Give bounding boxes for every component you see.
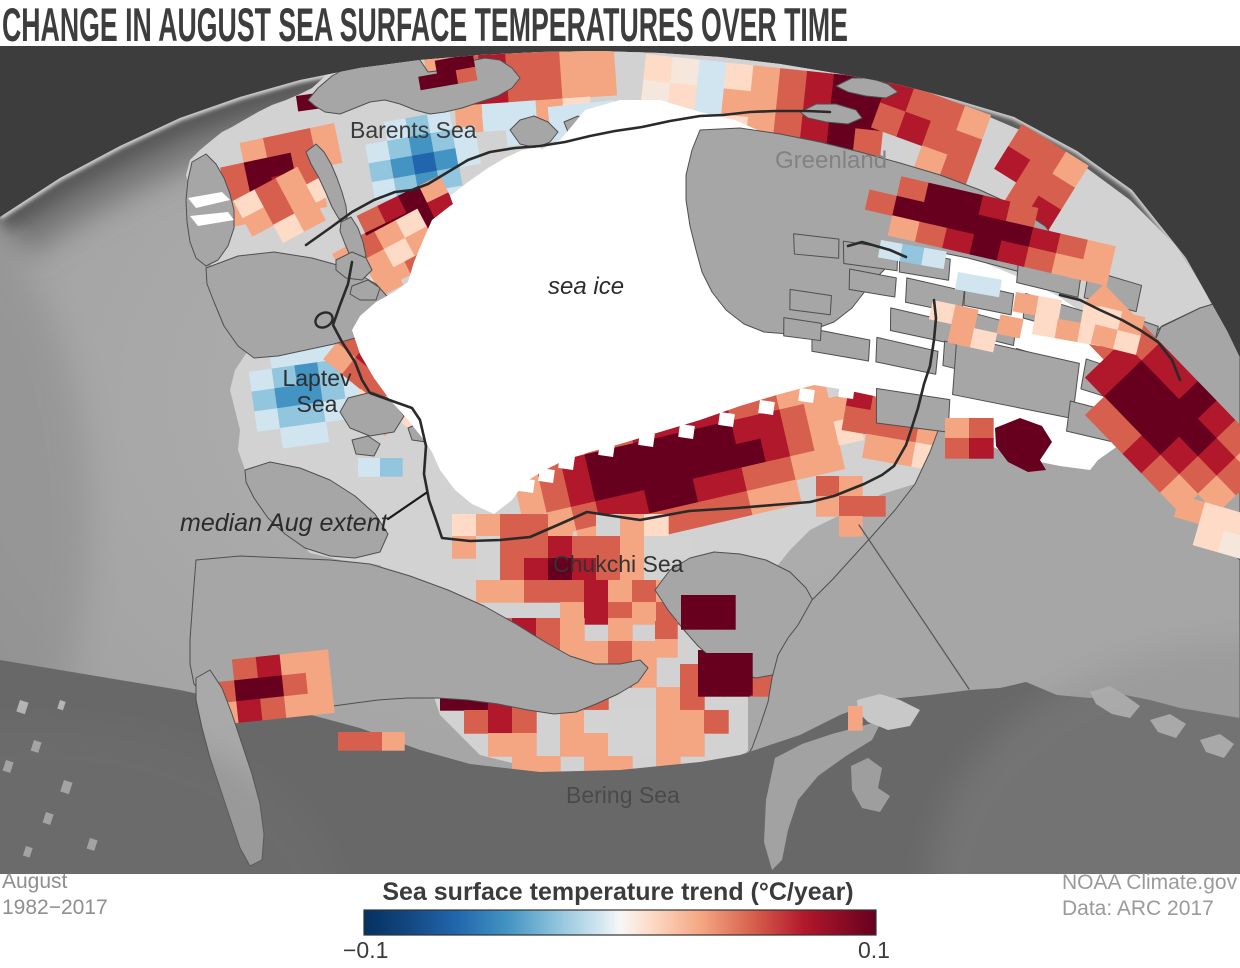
- svg-text:NOAA Climate.gov: NOAA Climate.gov: [1062, 871, 1238, 894]
- svg-text:Barents Sea: Barents Sea: [350, 117, 477, 143]
- svg-text:Sea surface temperature trend: Sea surface temperature trend (°C/year): [382, 878, 853, 906]
- svg-text:Laptev: Laptev: [282, 365, 352, 391]
- svg-text:CHANGE IN AUGUST SEA SURFACE T: CHANGE IN AUGUST SEA SURFACE TEMPERATURE…: [2, 0, 848, 52]
- svg-text:1982−2017: 1982−2017: [2, 896, 108, 919]
- svg-text:−0.1: −0.1: [343, 937, 388, 963]
- svg-text:Bering Sea: Bering Sea: [566, 782, 680, 808]
- svg-text:Chukchi Sea: Chukchi Sea: [553, 551, 684, 577]
- svg-text:sea ice: sea ice: [548, 273, 624, 300]
- svg-text:Sea: Sea: [297, 391, 338, 417]
- svg-text:Data: ARC 2017: Data: ARC 2017: [1062, 897, 1214, 920]
- svg-text:Greenland: Greenland: [775, 147, 887, 174]
- svg-text:median Aug extent: median Aug extent: [180, 509, 389, 537]
- svg-text:0.1: 0.1: [858, 937, 890, 963]
- svg-text:August: August: [2, 870, 68, 893]
